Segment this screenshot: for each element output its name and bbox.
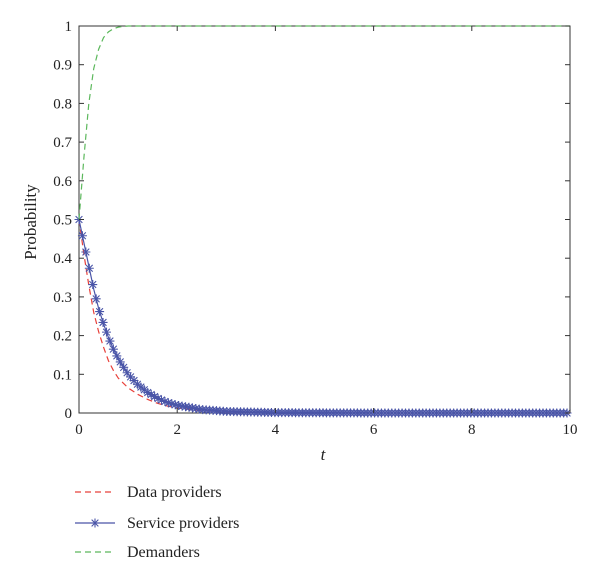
series-marker xyxy=(122,368,132,378)
y-tick-label: 0.5 xyxy=(53,213,72,229)
series-marker xyxy=(91,294,101,304)
series-marker xyxy=(88,280,98,290)
x-tick-label: 2 xyxy=(173,422,181,438)
series-marker xyxy=(163,398,173,408)
series-marker xyxy=(191,403,201,413)
series-marker xyxy=(184,402,194,412)
series-demanders xyxy=(78,25,570,220)
y-tick-label: 0.7 xyxy=(53,135,72,151)
legend-label: Data providers xyxy=(127,484,222,501)
y-tick-label: 0.6 xyxy=(53,174,72,190)
legend-marker xyxy=(90,518,100,528)
y-tick-label: 0 xyxy=(65,406,73,422)
series-marker xyxy=(101,327,111,337)
series-marker xyxy=(146,390,156,400)
x-tick-label: 8 xyxy=(468,422,476,438)
series-marker xyxy=(77,231,87,241)
legend-label: Demanders xyxy=(127,544,200,561)
series-marker xyxy=(119,362,129,372)
series-marker xyxy=(95,307,105,317)
legend-item: Service providers xyxy=(75,515,239,532)
legend: Data providers Service providers Demanders xyxy=(75,484,239,561)
series-marker xyxy=(143,387,153,397)
series-marker xyxy=(105,336,115,346)
y-tick-label: 0.2 xyxy=(53,329,72,345)
series-marker xyxy=(129,376,139,386)
x-tick-label: 10 xyxy=(563,422,578,438)
series-marker xyxy=(170,400,180,410)
y-tick-label: 0.8 xyxy=(53,96,72,112)
series-marker xyxy=(126,372,136,382)
x-tick-label: 4 xyxy=(272,422,280,438)
series-marker xyxy=(150,392,160,402)
y-axis-title: Probability xyxy=(21,184,40,260)
y-tick-label: 1 xyxy=(65,19,73,35)
x-tick-label: 6 xyxy=(370,422,378,438)
legend-item: Demanders xyxy=(75,544,200,561)
x-tick-label: 0 xyxy=(75,422,83,438)
series-marker xyxy=(112,351,122,361)
series-marker xyxy=(181,402,191,412)
series-service-providers xyxy=(74,215,572,418)
y-tick-label: 0.9 xyxy=(53,58,72,74)
series-marker xyxy=(187,403,197,413)
series-marker xyxy=(81,247,91,257)
series-marker xyxy=(115,357,125,367)
series-layer xyxy=(74,25,572,418)
series-marker xyxy=(153,394,163,404)
series-marker xyxy=(84,263,94,273)
x-axis-title: t xyxy=(321,445,327,464)
series-marker xyxy=(156,395,166,405)
series-marker xyxy=(160,396,170,406)
y-tick-label: 0.3 xyxy=(53,290,72,306)
series-line xyxy=(78,25,570,220)
series-marker xyxy=(167,399,177,409)
legend-label: Service providers xyxy=(127,515,239,532)
legend-item: Data providers xyxy=(75,484,222,501)
series-marker xyxy=(177,401,187,411)
y-tick-label: 0.1 xyxy=(53,367,72,383)
ticks-layer: 0 2 4 6 8 10 0 0.1 0.2 0.3 0.4 0.5 0.6 0.7 0.8 0.9 1 xyxy=(53,19,577,438)
series-marker xyxy=(174,401,184,411)
y-tick-label: 0.4 xyxy=(53,251,72,267)
series-marker xyxy=(98,317,108,327)
series-marker xyxy=(108,344,118,354)
